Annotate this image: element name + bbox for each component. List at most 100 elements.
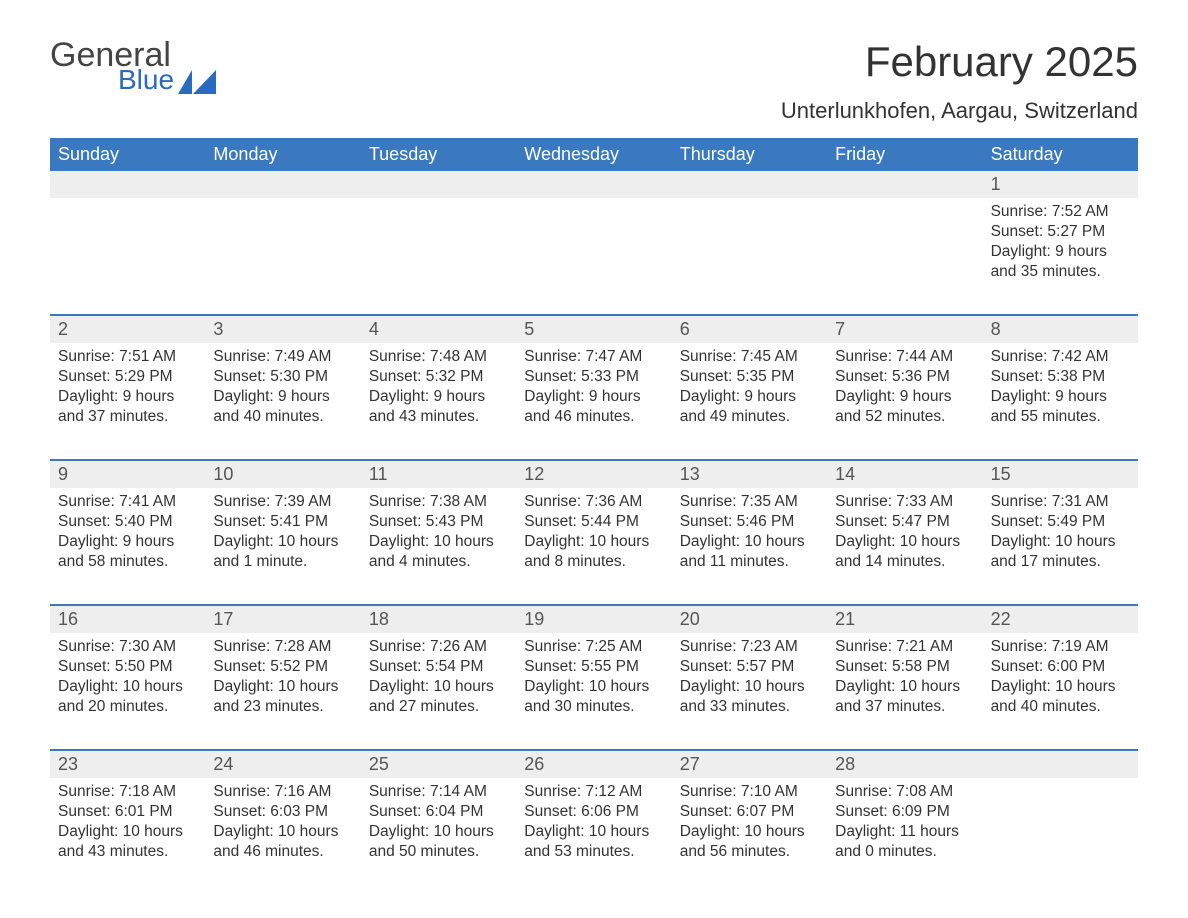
sunset-text: Sunset: 6:04 PM: [369, 802, 508, 822]
day-number: 13: [672, 461, 827, 488]
day-number: 2: [50, 316, 205, 343]
daylight2-text: and 53 minutes.: [524, 842, 663, 862]
sunrise-text: Sunrise: 7:44 AM: [835, 347, 974, 367]
sunrise-text: Sunrise: 7:10 AM: [680, 782, 819, 802]
week-row: 1Sunrise: 7:52 AMSunset: 5:27 PMDaylight…: [50, 171, 1138, 296]
daylight2-text: and 14 minutes.: [835, 552, 974, 572]
day-cell: Sunrise: 7:18 AMSunset: 6:01 PMDaylight:…: [50, 778, 205, 876]
day-number: [672, 171, 827, 198]
daylight2-text: and 0 minutes.: [835, 842, 974, 862]
day-number: 20: [672, 606, 827, 633]
daylight2-text: and 55 minutes.: [991, 407, 1130, 427]
sunset-text: Sunset: 5:30 PM: [213, 367, 352, 387]
daylight1-text: Daylight: 10 hours: [369, 677, 508, 697]
sunrise-text: Sunrise: 7:25 AM: [524, 637, 663, 657]
sunrise-text: Sunrise: 7:33 AM: [835, 492, 974, 512]
day-number: 11: [361, 461, 516, 488]
sunset-text: Sunset: 5:49 PM: [991, 512, 1130, 532]
sunset-text: Sunset: 5:27 PM: [991, 222, 1130, 242]
day-number: [516, 171, 671, 198]
daylight1-text: Daylight: 10 hours: [835, 677, 974, 697]
sunset-text: Sunset: 5:47 PM: [835, 512, 974, 532]
daylight1-text: Daylight: 10 hours: [680, 822, 819, 842]
daylight1-text: Daylight: 9 hours: [835, 387, 974, 407]
day-cell: Sunrise: 7:47 AMSunset: 5:33 PMDaylight:…: [516, 343, 671, 441]
day-number: 10: [205, 461, 360, 488]
daylight1-text: Daylight: 10 hours: [369, 822, 508, 842]
day-number: 16: [50, 606, 205, 633]
day-number: 4: [361, 316, 516, 343]
day-cell: Sunrise: 7:48 AMSunset: 5:32 PMDaylight:…: [361, 343, 516, 441]
daylight2-text: and 20 minutes.: [58, 697, 197, 717]
sunrise-text: Sunrise: 7:21 AM: [835, 637, 974, 657]
daylight1-text: Daylight: 10 hours: [58, 677, 197, 697]
daylight2-text: and 50 minutes.: [369, 842, 508, 862]
sunrise-text: Sunrise: 7:18 AM: [58, 782, 197, 802]
day-cell: Sunrise: 7:45 AMSunset: 5:35 PMDaylight:…: [672, 343, 827, 441]
daylight1-text: Daylight: 10 hours: [524, 532, 663, 552]
day-cell: Sunrise: 7:28 AMSunset: 5:52 PMDaylight:…: [205, 633, 360, 731]
sunrise-text: Sunrise: 7:47 AM: [524, 347, 663, 367]
title-block: February 2025: [865, 38, 1138, 86]
day-cell: Sunrise: 7:12 AMSunset: 6:06 PMDaylight:…: [516, 778, 671, 876]
weekday-header: Wednesday: [516, 138, 671, 171]
daylight2-text: and 37 minutes.: [835, 697, 974, 717]
day-cell: [983, 778, 1138, 876]
day-number: 25: [361, 751, 516, 778]
day-number: 12: [516, 461, 671, 488]
day-cell: Sunrise: 7:26 AMSunset: 5:54 PMDaylight:…: [361, 633, 516, 731]
daylight1-text: Daylight: 9 hours: [524, 387, 663, 407]
sunset-text: Sunset: 5:40 PM: [58, 512, 197, 532]
day-number: 18: [361, 606, 516, 633]
sunrise-text: Sunrise: 7:12 AM: [524, 782, 663, 802]
weekday-header-row: Sunday Monday Tuesday Wednesday Thursday…: [50, 138, 1138, 171]
daylight2-text: and 33 minutes.: [680, 697, 819, 717]
day-cell: Sunrise: 7:41 AMSunset: 5:40 PMDaylight:…: [50, 488, 205, 586]
day-number: 24: [205, 751, 360, 778]
daylight2-text: and 43 minutes.: [369, 407, 508, 427]
day-cell: Sunrise: 7:52 AMSunset: 5:27 PMDaylight:…: [983, 198, 1138, 296]
daylight1-text: Daylight: 10 hours: [58, 822, 197, 842]
day-cell: Sunrise: 7:38 AMSunset: 5:43 PMDaylight:…: [361, 488, 516, 586]
daylight2-text: and 52 minutes.: [835, 407, 974, 427]
daylight1-text: Daylight: 9 hours: [213, 387, 352, 407]
week-row: 2345678Sunrise: 7:51 AMSunset: 5:29 PMDa…: [50, 314, 1138, 441]
day-cell: Sunrise: 7:49 AMSunset: 5:30 PMDaylight:…: [205, 343, 360, 441]
daylight1-text: Daylight: 10 hours: [680, 677, 819, 697]
location-subtitle: Unterlunkhofen, Aargau, Switzerland: [50, 98, 1138, 124]
sunset-text: Sunset: 5:41 PM: [213, 512, 352, 532]
daynum-row: 232425262728: [50, 751, 1138, 778]
day-number: 5: [516, 316, 671, 343]
daynum-row: 16171819202122: [50, 606, 1138, 633]
daylight2-text: and 8 minutes.: [524, 552, 663, 572]
day-number: 28: [827, 751, 982, 778]
day-cell: Sunrise: 7:08 AMSunset: 6:09 PMDaylight:…: [827, 778, 982, 876]
logo-text: General Blue: [50, 38, 174, 94]
sunset-text: Sunset: 5:58 PM: [835, 657, 974, 677]
day-cell: [205, 198, 360, 296]
sunrise-text: Sunrise: 7:45 AM: [680, 347, 819, 367]
day-number: 27: [672, 751, 827, 778]
daylight2-text: and 23 minutes.: [213, 697, 352, 717]
day-cell: Sunrise: 7:35 AMSunset: 5:46 PMDaylight:…: [672, 488, 827, 586]
sunrise-text: Sunrise: 7:26 AM: [369, 637, 508, 657]
day-number: [983, 751, 1138, 778]
weekday-header: Friday: [827, 138, 982, 171]
sunset-text: Sunset: 5:29 PM: [58, 367, 197, 387]
day-number: 7: [827, 316, 982, 343]
sunrise-text: Sunrise: 7:08 AM: [835, 782, 974, 802]
sunrise-text: Sunrise: 7:39 AM: [213, 492, 352, 512]
sunrise-text: Sunrise: 7:35 AM: [680, 492, 819, 512]
day-cell: Sunrise: 7:51 AMSunset: 5:29 PMDaylight:…: [50, 343, 205, 441]
day-number: 19: [516, 606, 671, 633]
weekday-header: Thursday: [672, 138, 827, 171]
sunset-text: Sunset: 5:43 PM: [369, 512, 508, 532]
daylight1-text: Daylight: 10 hours: [835, 532, 974, 552]
daylight1-text: Daylight: 10 hours: [991, 677, 1130, 697]
day-cell: [50, 198, 205, 296]
daylight2-text: and 49 minutes.: [680, 407, 819, 427]
day-cell: Sunrise: 7:14 AMSunset: 6:04 PMDaylight:…: [361, 778, 516, 876]
daylight2-text: and 40 minutes.: [991, 697, 1130, 717]
sunset-text: Sunset: 5:44 PM: [524, 512, 663, 532]
week-row: 16171819202122Sunrise: 7:30 AMSunset: 5:…: [50, 604, 1138, 731]
